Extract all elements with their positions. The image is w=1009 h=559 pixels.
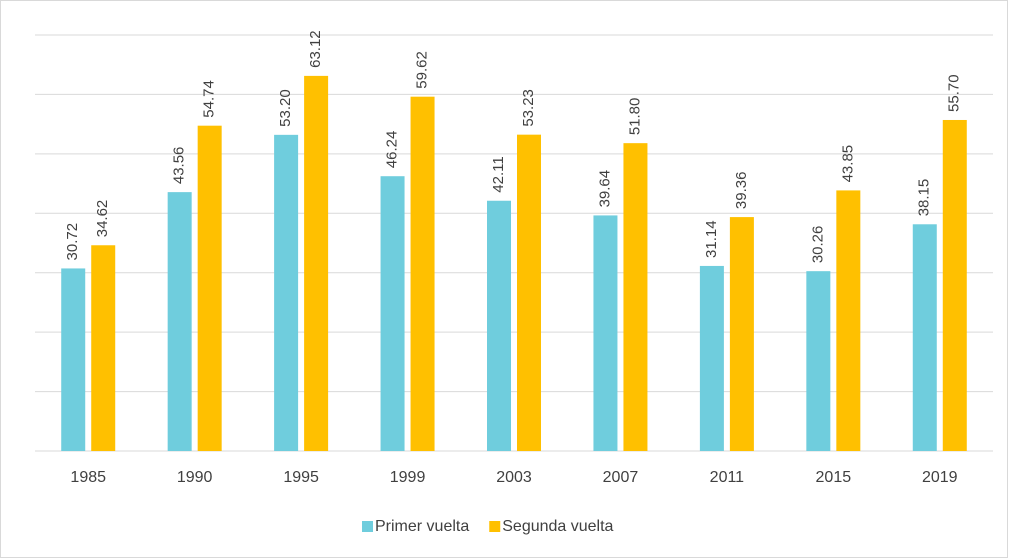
x-tick-label: 2015 [816,469,852,486]
value-label: 30.72 [64,223,81,261]
value-label: 42.11 [490,156,507,192]
bar [912,224,937,451]
legend-label: Primer vuelta [375,518,469,535]
bar [167,192,192,451]
value-label: 39.64 [596,170,613,208]
legend-swatch [362,521,373,532]
x-tick-label: 2007 [603,469,639,486]
x-tick-label: 1990 [177,469,213,486]
bar [517,134,541,451]
value-label: 43.85 [839,145,856,183]
value-label: 55.70 [946,74,963,112]
value-label: 53.20 [277,89,294,127]
bar [487,200,511,451]
x-tick-label: 1999 [390,469,426,486]
value-label: 34.62 [94,200,111,238]
bar [942,119,967,452]
bar [593,215,618,451]
bar [836,190,861,452]
value-label: 43.56 [171,147,188,185]
value-label: 30.26 [809,226,826,264]
x-tick-label: 1985 [70,469,106,486]
bar [699,265,724,451]
bar [91,245,116,451]
bar [729,217,754,451]
bar [274,134,299,451]
x-tick-label: 1995 [283,469,319,486]
bar [304,75,329,452]
value-label: 63.12 [307,30,324,68]
value-label: 38.15 [916,179,933,217]
bar [410,96,435,451]
bar [197,125,222,452]
x-tick-label: 2011 [710,469,745,486]
value-label: 46.24 [384,131,401,169]
value-label: 51.80 [626,98,643,136]
value-label: 39.36 [733,172,750,210]
bar [380,176,405,452]
value-label: 54.74 [201,80,218,118]
x-tick-label: 2019 [922,469,958,486]
value-label: 31.14 [703,220,720,258]
value-label: 59.62 [414,51,431,89]
bar [623,143,648,451]
value-label: 53.23 [520,89,537,127]
bar [61,268,86,451]
legend-swatch [489,521,501,532]
bar [806,271,831,451]
legend-label: Segunda vuelta [502,518,613,535]
x-tick-label: 2003 [496,469,532,486]
